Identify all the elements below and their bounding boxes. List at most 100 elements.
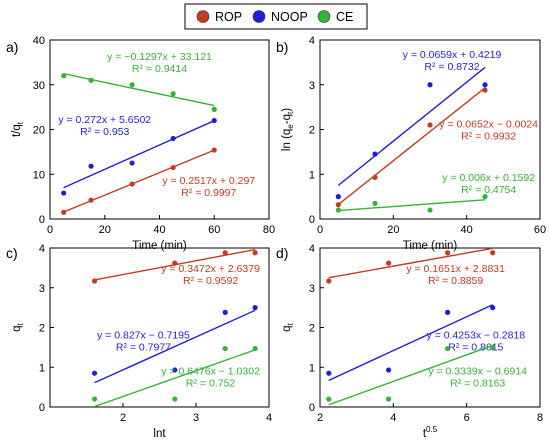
x-tick-label: 20 (387, 224, 399, 236)
y-tick-label: 30 (33, 80, 45, 92)
data-point-rop (222, 250, 228, 256)
fit-annotation-ce: y = −0.1297x + 33.121 (107, 51, 212, 63)
y-axis-label-part: -q (281, 114, 293, 124)
x-tick-label: 80 (263, 224, 275, 236)
x-tick-label: 20 (99, 224, 111, 236)
fit-line-rop (337, 87, 486, 206)
x-tick-label: 40 (153, 224, 165, 236)
legend: ROP NOOP CE (184, 3, 368, 30)
fit-annotation-ce: R² = 0.752 (186, 377, 235, 389)
x-tick-label: 2 (317, 412, 323, 424)
x-tick-label: 6 (464, 412, 470, 424)
y-axis-label-sub: e (286, 124, 295, 129)
x-tick-label: 4 (266, 412, 272, 424)
y-tick-label: 2 (39, 323, 45, 335)
data-point-noop (170, 135, 176, 142)
y-axis-label: qt (11, 322, 25, 331)
y-tick-label: 2 (309, 323, 315, 335)
data-point-noop (445, 309, 451, 315)
fit-annotation-ce: R² = 0.9414 (132, 63, 187, 75)
y-axis-label-part: t/q (11, 124, 23, 137)
y-axis-label-part: q (11, 325, 23, 331)
data-point-ce (490, 344, 496, 350)
data-point-rop (385, 260, 392, 266)
fit-annotation-noop: R² = 0.8732 (424, 61, 479, 73)
data-point-noop (427, 82, 433, 88)
fit-annotation-rop: y = 0.0652x − 0.0024 (439, 118, 538, 130)
fit-annotation-noop: y = 0.827x − 0.7195 (97, 330, 190, 342)
y-tick-label: 0 (39, 402, 45, 414)
fit-annotation-rop: y = 0.2517x + 0.297 (162, 175, 255, 187)
x-tick-label: 0 (47, 224, 53, 236)
data-point-rop (490, 250, 496, 256)
y-tick-label: 1 (309, 362, 315, 374)
x-tick-label: 60 (534, 224, 546, 236)
data-point-rop (482, 87, 488, 93)
data-point-noop (335, 194, 341, 200)
y-axis-label: qt (281, 322, 295, 331)
x-tick-label: 40 (461, 224, 473, 236)
fit-annotation-rop: R² = 0.8859 (428, 275, 483, 287)
data-point-noop (482, 82, 488, 88)
y-tick-label: 4 (39, 243, 45, 255)
fit-annotation-rop: R² = 0.9932 (461, 130, 516, 142)
panel-label: c) (6, 245, 18, 261)
data-point-ce (385, 396, 392, 402)
fit-line-noop (328, 304, 493, 381)
y-axis-label-part: ln (q (281, 129, 293, 151)
data-point-rop (91, 278, 98, 284)
data-point-noop (129, 160, 135, 166)
y-axis-label-part: ) (281, 108, 293, 112)
y-axis-label-sub: t (16, 121, 25, 124)
fit-line-noop (337, 66, 486, 186)
fit-line-ce (328, 344, 493, 406)
fit-annotation-rop: R² = 0.9997 (181, 187, 236, 199)
data-point-ce (170, 91, 176, 97)
fit-line-rop (63, 149, 215, 213)
y-tick-label: 3 (39, 283, 45, 295)
data-point-noop (211, 117, 217, 124)
fit-annotation-noop: y = 0.4253x − 0.2818 (426, 330, 525, 342)
legend-label-noop: NOOP (271, 10, 308, 24)
data-point-rop (252, 250, 258, 256)
data-point-ce (335, 207, 341, 213)
fit-line-ce (94, 349, 256, 408)
y-tick-label: 4 (309, 243, 315, 255)
data-point-noop (372, 151, 378, 157)
data-point-ce (91, 396, 98, 402)
fit-annotation-noop: R² = 0.953 (80, 126, 129, 138)
data-point-ce (172, 396, 178, 402)
fit-annotation-rop: y = 0.3472x + 2.6379 (161, 263, 260, 275)
y-axis-label: t/qt (11, 121, 25, 137)
data-point-ce (88, 77, 94, 83)
data-point-ce (222, 345, 228, 352)
y-tick-label: 3 (309, 283, 315, 295)
x-axis-label: t0.5 (423, 425, 438, 440)
data-point-noop (88, 163, 94, 169)
x-axis-label-sup: 0.5 (426, 425, 438, 434)
data-point-rop (170, 164, 176, 171)
data-point-noop (61, 190, 67, 196)
data-point-ce (372, 200, 378, 206)
fit-annotation-noop: y = 0.272x + 5.6502 (58, 114, 151, 126)
panel-label: d) (276, 245, 288, 261)
panel-label: a) (6, 39, 18, 55)
fit-annotation-noop: y = 0.0659x + 0.4219 (403, 49, 502, 61)
y-tick-label: 3 (309, 80, 315, 92)
data-point-noop (91, 370, 98, 376)
y-tick-label: 0 (309, 214, 315, 226)
legend-label-ce: CE (336, 10, 353, 24)
y-tick-label: 0 (39, 214, 45, 226)
panel-a: a) 0 20 40 60 80 0 10 20 30 40 Time (min) t/qt y = 0.… (6, 35, 275, 252)
fit-line-ce (63, 73, 215, 107)
data-point-noop (172, 367, 178, 373)
y-tick-label: 0 (309, 402, 315, 414)
data-point-ce (211, 106, 217, 112)
data-point-noop (385, 367, 392, 373)
panel-label: b) (276, 39, 288, 55)
data-point-ce (445, 345, 451, 352)
data-point-rop (61, 209, 67, 215)
data-point-noop (252, 305, 258, 311)
